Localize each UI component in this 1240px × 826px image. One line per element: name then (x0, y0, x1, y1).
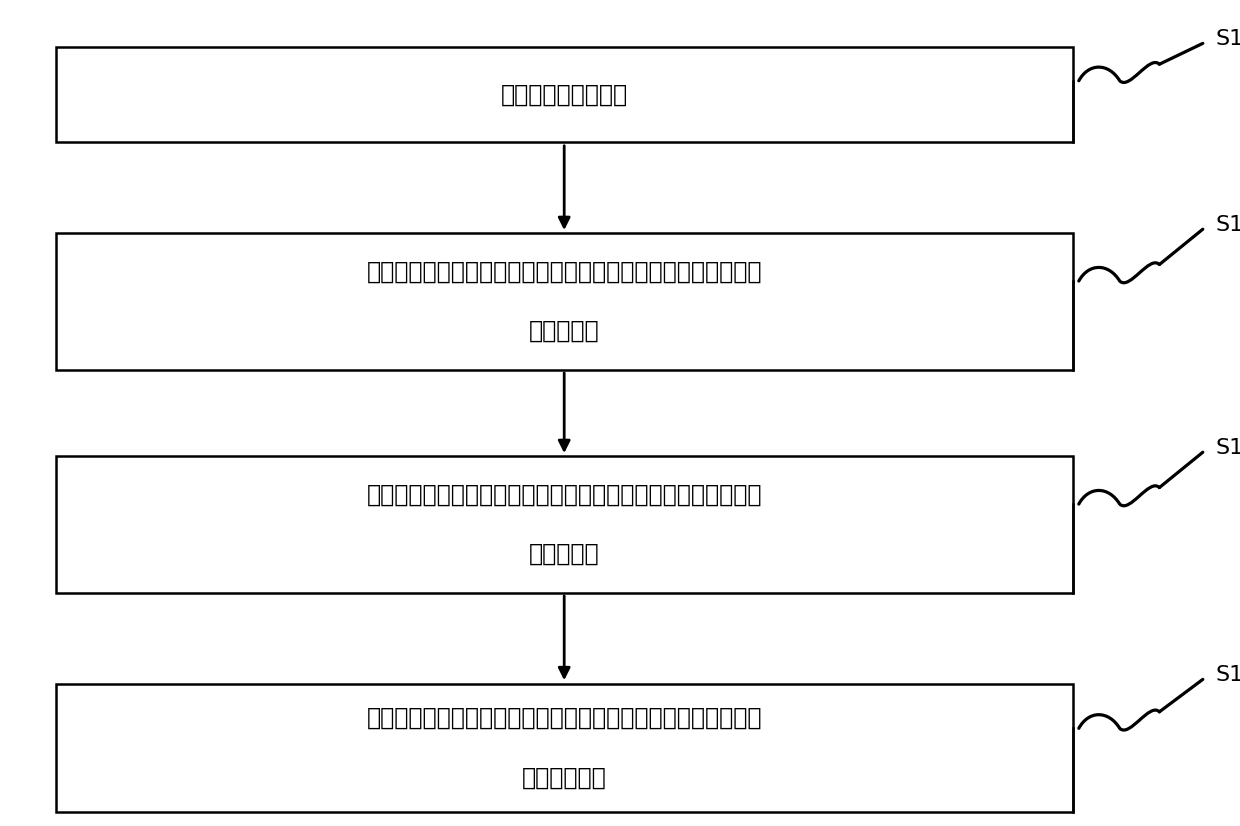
Text: 获取目标血管的图像数据；根据所述目标血管的图像数据获得血: 获取目标血管的图像数据；根据所述目标血管的图像数据获得血 (367, 259, 761, 284)
Text: S120: S120 (1215, 215, 1240, 235)
Text: 管三维模型: 管三维模型 (529, 319, 599, 344)
Text: S130: S130 (1215, 438, 1240, 458)
Text: 将所述植入物三维模型植入所述血管三维模型，得到植入后的血: 将所述植入物三维模型植入所述血管三维模型，得到植入后的血 (367, 482, 761, 507)
Bar (56, 456, 1073, 593)
Bar (56, 233, 1073, 370)
Text: 管三维模型: 管三维模型 (529, 542, 599, 567)
Text: S110: S110 (1215, 29, 1240, 50)
Bar (56, 684, 1073, 811)
Text: 介入仿真结果: 介入仿真结果 (522, 765, 606, 790)
Bar (56, 47, 1073, 142)
Text: 对所述植入后的血管三维模型进行血流动力学仿真，获得植入物: 对所述植入后的血管三维模型进行血流动力学仿真，获得植入物 (367, 705, 761, 730)
Text: 获取植入物三维模型: 获取植入物三维模型 (501, 83, 627, 107)
Text: S140: S140 (1215, 665, 1240, 686)
